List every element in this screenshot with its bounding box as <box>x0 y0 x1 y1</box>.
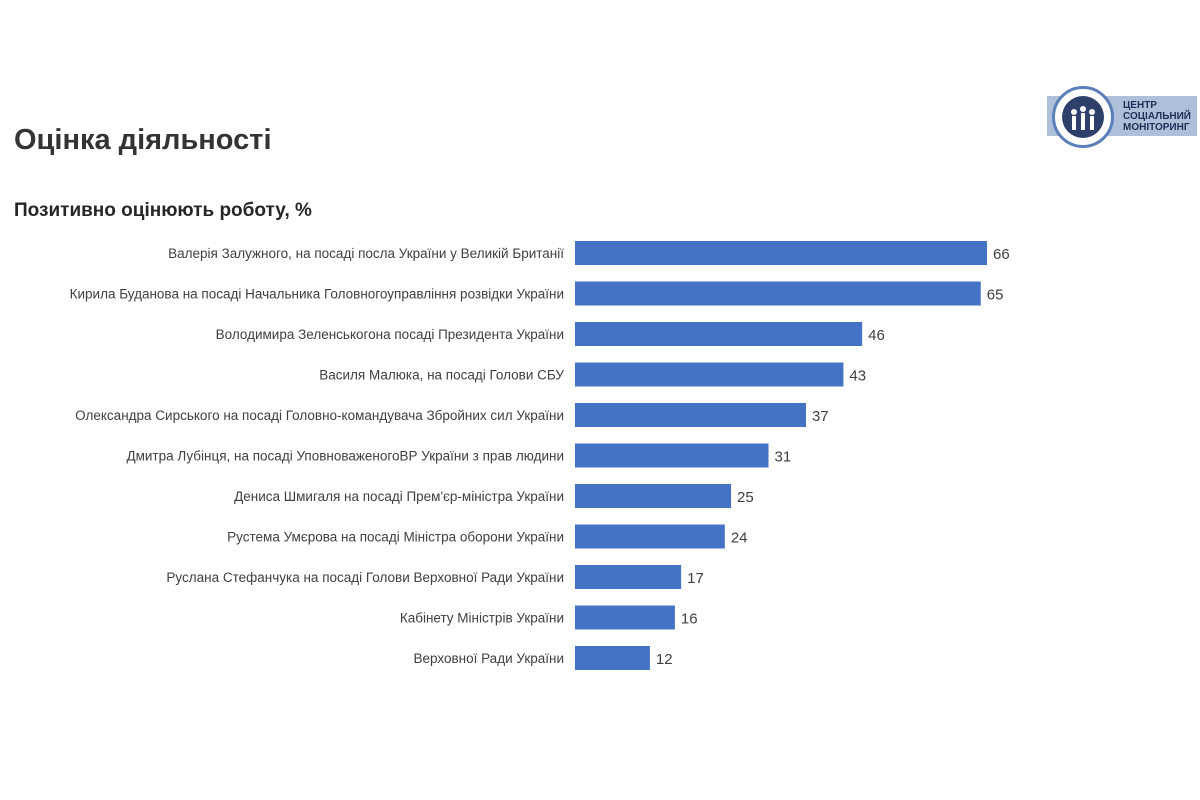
bar <box>575 443 769 468</box>
chart-title: Позитивно оцінюють роботу, % <box>14 200 312 221</box>
category-label: Дмитра Лубінця, на посаді Уповноваженого… <box>126 449 564 464</box>
page-title: Оцінка діяльності <box>14 124 272 156</box>
bar <box>575 565 682 589</box>
data-label: 43 <box>849 368 866 385</box>
logo-text-line-1: ЦЕНТР <box>1123 100 1157 111</box>
data-label: 37 <box>812 408 829 425</box>
category-label: Дениса Шмигаля на посаді Прем'єр-міністр… <box>234 489 564 504</box>
category-label: Верховної Ради України <box>414 651 564 666</box>
bar <box>575 322 863 346</box>
data-label: 16 <box>681 611 698 628</box>
logo-emblem-icon <box>1052 86 1114 148</box>
data-label: 46 <box>868 327 885 344</box>
bar <box>575 646 650 670</box>
data-label: 25 <box>737 489 754 506</box>
category-label: Олександра Сирського на посаді Головно-к… <box>75 408 564 423</box>
bar <box>575 362 844 387</box>
category-label: Володимира Зеленськогона посаді Президен… <box>216 327 564 342</box>
bar <box>575 403 806 427</box>
data-label: 31 <box>775 449 792 466</box>
data-label: 17 <box>687 570 704 587</box>
category-label: Рустема Умєрова на посаді Міністра оборо… <box>227 530 564 545</box>
category-label: Кабінету Міністрів України <box>400 611 564 626</box>
data-label: 24 <box>731 530 748 547</box>
organization-logo: ЦЕНТР СОЦІАЛЬНИЙ МОНІТОРИНГ <box>1047 86 1197 156</box>
data-label: 65 <box>987 287 1004 304</box>
category-label: Валерія Залужного, на посаді посла Украї… <box>168 246 564 261</box>
bar <box>575 241 987 265</box>
category-label: Кирила Буданова на посаді Начальника Гол… <box>70 287 564 302</box>
bar <box>575 484 732 508</box>
logo-text: ЦЕНТР СОЦІАЛЬНИЙ МОНІТОРИНГ <box>1123 100 1191 133</box>
bar <box>575 281 981 306</box>
data-label: 12 <box>656 651 673 668</box>
logo-text-line-2: СОЦІАЛЬНИЙ <box>1123 111 1191 122</box>
data-label: 66 <box>993 246 1010 263</box>
bar <box>575 605 675 630</box>
bar <box>575 524 725 549</box>
category-label: Василя Малюка, на посаді Голови СБУ <box>319 368 564 383</box>
logo-text-line-3: МОНІТОРИНГ <box>1123 122 1190 133</box>
category-label: Руслана Стефанчука на посаді Голови Верх… <box>166 570 564 585</box>
